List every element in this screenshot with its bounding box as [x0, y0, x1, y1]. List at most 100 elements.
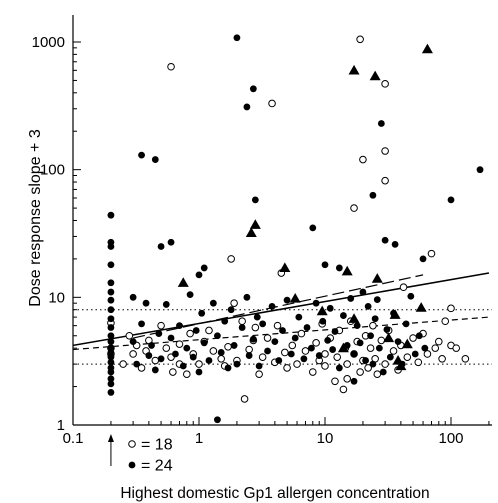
point-open-circle — [381, 360, 389, 368]
point-open-circle — [461, 355, 470, 363]
point-open-circle — [182, 370, 191, 378]
point-filled-circle — [411, 350, 419, 358]
point-filled-circle — [107, 380, 115, 388]
point-filled-circle — [107, 296, 115, 304]
point-filled-circle — [214, 416, 221, 424]
point-open-circle — [288, 341, 297, 350]
point-open-circle — [258, 353, 267, 361]
y-tick-label: 1000 — [32, 34, 65, 51]
point-filled-circle — [128, 461, 136, 469]
point-open-circle — [438, 355, 446, 363]
point-filled-circle — [291, 334, 299, 342]
point-filled-circle — [189, 353, 197, 361]
point-filled-circle — [221, 317, 229, 325]
point-filled-circle — [107, 353, 115, 361]
point-open-circle — [217, 355, 225, 363]
point-filled-circle — [253, 313, 261, 321]
point-filled-circle — [300, 355, 308, 363]
point-open-circle — [369, 321, 377, 330]
point-filled-circle — [192, 327, 200, 334]
point-open-circle — [119, 360, 127, 368]
point-open-circle — [137, 364, 146, 372]
point-open-circle — [331, 377, 339, 386]
point-filled-circle — [107, 358, 115, 366]
point-open-circle — [339, 385, 348, 394]
point-filled-triangle — [395, 360, 407, 371]
point-filled-circle — [107, 306, 115, 314]
point-filled-circle — [195, 271, 203, 279]
point-filled-circle — [138, 151, 145, 159]
x-tick-label: 1 — [195, 430, 203, 447]
point-filled-circle — [107, 338, 115, 346]
point-filled-triangle — [337, 342, 349, 353]
point-open-circle — [414, 358, 423, 367]
point-filled-circle — [107, 375, 115, 383]
point-open-circle — [350, 204, 358, 212]
point-filled-circle — [107, 368, 115, 376]
point-filled-circle — [233, 34, 241, 42]
point-open-circle — [175, 340, 184, 348]
point-open-circle — [409, 334, 417, 342]
point-open-circle — [255, 370, 263, 378]
point-filled-circle — [275, 357, 283, 364]
point-filled-circle — [364, 302, 372, 310]
point-filled-circle — [133, 360, 141, 368]
point-filled-circle — [227, 306, 235, 314]
point-open-circle — [186, 329, 194, 338]
point-filled-circle — [329, 346, 337, 353]
point-filled-triangle — [369, 70, 381, 81]
point-filled-circle — [421, 344, 429, 352]
point-open-circle — [297, 329, 306, 338]
point-open-circle — [312, 339, 320, 347]
legend-label: = 24 — [141, 458, 173, 475]
point-filled-circle — [198, 309, 206, 317]
point-open-circle — [377, 336, 386, 345]
y-tick-label: 1 — [57, 417, 65, 434]
point-filled-circle — [238, 324, 246, 331]
point-open-circle — [359, 155, 367, 164]
x-tick-label: 0.1 — [63, 430, 84, 447]
point-filled-circle — [381, 236, 389, 244]
point-filled-circle — [142, 299, 150, 307]
point-filled-circle — [367, 332, 374, 340]
y-axis-label: Dose response slope + 3 — [27, 129, 44, 307]
point-filled-circle — [375, 344, 383, 352]
point-filled-circle — [283, 296, 291, 304]
point-filled-circle — [324, 336, 332, 344]
point-open-circle — [209, 347, 218, 355]
point-filled-circle — [107, 211, 115, 219]
point-filled-circle — [340, 312, 347, 319]
point-filled-circle — [151, 366, 159, 374]
point-filled-circle — [383, 326, 391, 333]
point-filled-circle — [195, 368, 203, 376]
point-open-circle — [238, 317, 246, 326]
point-filled-circle — [335, 264, 343, 272]
point-filled-circle — [303, 324, 311, 331]
point-filled-circle — [295, 313, 303, 321]
point-filled-circle — [331, 328, 339, 335]
detection-limit-arrowhead — [107, 434, 114, 442]
point-open-circle — [268, 99, 276, 108]
point-filled-circle — [217, 349, 225, 356]
point-filled-triangle — [245, 227, 257, 237]
point-filled-circle — [145, 352, 153, 359]
point-filled-circle — [391, 240, 399, 248]
point-filled-circle — [359, 288, 367, 296]
point-filled-circle — [167, 238, 175, 246]
point-open-circle — [129, 350, 137, 358]
point-filled-triangle — [421, 43, 433, 54]
point-filled-circle — [148, 342, 155, 349]
point-open-circle — [427, 249, 436, 258]
point-filled-circle — [251, 196, 259, 204]
point-filled-circle — [371, 315, 379, 323]
point-open-circle — [366, 344, 375, 352]
point-filled-circle — [205, 357, 213, 364]
point-open-circle — [431, 344, 440, 352]
plot-area — [73, 272, 492, 365]
point-filled-circle — [350, 377, 358, 385]
point-filled-circle — [151, 156, 159, 163]
point-open-circle — [321, 350, 329, 358]
point-open-circle — [381, 176, 389, 185]
point-filled-circle — [107, 315, 115, 323]
